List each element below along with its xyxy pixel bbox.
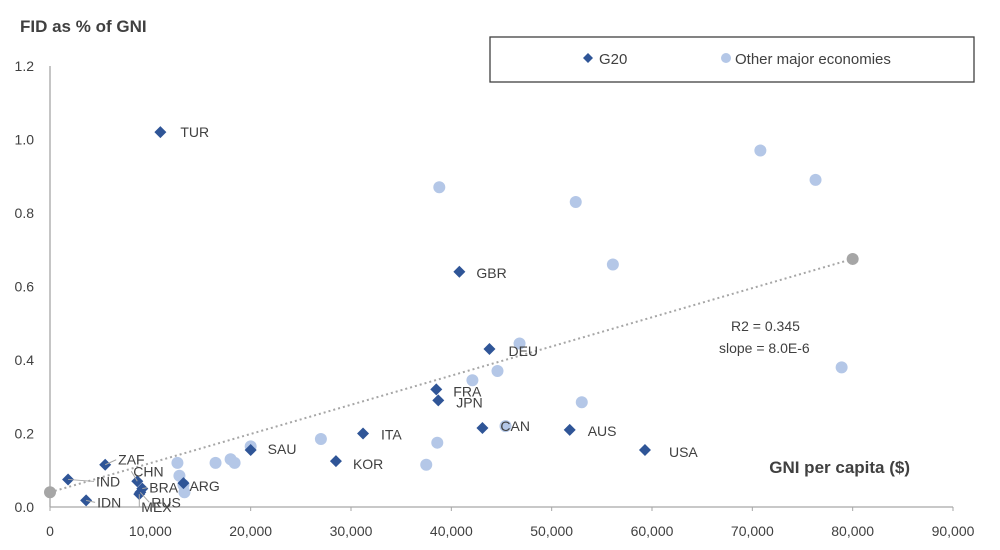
other-economy-point <box>606 258 619 271</box>
other-economy-point <box>754 144 767 157</box>
label-leader-line <box>130 471 138 482</box>
g20-point-label: TUR <box>180 124 209 140</box>
g20-point <box>430 383 443 396</box>
r2-annotation: R2 = 0.345 <box>731 318 800 334</box>
tick-labels: 0 10,000 20,000 30,000 40,000 50,000 60,000 70,… <box>15 58 975 539</box>
g20-point-label: IDN <box>97 494 121 510</box>
g20-point-label: CAN <box>500 418 530 434</box>
g20-point-label: RUS <box>151 494 181 510</box>
x-tick-label: 90,000 <box>932 523 975 539</box>
legend-other-marker <box>721 53 731 63</box>
g20-point-label: FRA <box>453 383 482 399</box>
label-leader-line <box>86 499 96 503</box>
y-tick-label: 1.0 <box>15 132 35 148</box>
x-tick-label: 70,000 <box>731 523 774 539</box>
g20-point-label: SAU <box>268 441 297 457</box>
g20-point-label: GBR <box>476 265 506 281</box>
g20-point-label: MEX <box>141 499 172 515</box>
g20-point-label: USA <box>669 444 698 460</box>
g20-point-label: ARG <box>189 478 219 494</box>
other-economy-point <box>835 361 848 374</box>
label-leader-line <box>139 491 150 503</box>
g20-point <box>432 394 445 407</box>
other-economy-point <box>513 337 526 350</box>
x-tick-label: 50,000 <box>530 523 573 539</box>
g20-point <box>563 423 576 436</box>
legend: G20 Other major economies <box>489 36 975 83</box>
data-points <box>62 126 848 507</box>
y-tick-label: 0.0 <box>15 499 35 515</box>
g20-point-label: BRA <box>149 480 178 496</box>
g20-point-label: AUS <box>588 423 617 439</box>
trendline-start-point <box>44 486 56 499</box>
label-leader-line <box>142 487 148 490</box>
x-tick-label: 30,000 <box>330 523 373 539</box>
y-tick-label: 1.2 <box>15 58 35 74</box>
x-tick-label: 10,000 <box>129 523 172 539</box>
g20-point-label: KOR <box>353 456 383 472</box>
g20-point <box>329 455 342 468</box>
other-economy-point <box>171 456 184 469</box>
y-tick-label: 0.6 <box>15 279 35 295</box>
legend-g20-marker <box>583 53 593 63</box>
slope-annotation: slope = 8.0E-6 <box>719 340 810 356</box>
x-tick-label: 40,000 <box>430 523 473 539</box>
g20-point <box>244 444 257 457</box>
legend-g20-label: G20 <box>599 51 627 68</box>
g20-point <box>357 427 370 440</box>
g20-point-label: JPN <box>456 394 482 410</box>
x-tick-label: 60,000 <box>631 523 674 539</box>
label-leader-line <box>68 478 95 482</box>
x-tick-label: 80,000 <box>831 523 874 539</box>
g20-point <box>638 444 651 457</box>
legend-box <box>489 36 975 83</box>
g20-point <box>476 421 489 434</box>
g20-point-label: DEU <box>508 343 538 359</box>
x-tick-label: 20,000 <box>229 523 272 539</box>
g20-point <box>483 342 496 355</box>
other-economy-point <box>569 195 582 208</box>
trendline <box>49 257 853 494</box>
other-economy-point <box>575 396 588 409</box>
other-economy-point <box>228 456 241 469</box>
other-economy-point <box>209 456 222 469</box>
y-axis-title: FID as % of GNI <box>20 17 147 36</box>
g20-point-label: ZAF <box>118 452 144 468</box>
x-axis-title: GNI per capita ($) <box>769 458 910 477</box>
y-tick-label: 0.4 <box>15 352 35 368</box>
y-tick-label: 0.2 <box>15 426 35 442</box>
axes <box>49 66 953 508</box>
other-economy-point <box>433 181 446 194</box>
other-economy-point <box>420 458 433 471</box>
g20-point <box>154 126 167 139</box>
g20-point-label: CHN <box>133 463 163 479</box>
y-tick-label: 0.8 <box>15 205 35 221</box>
other-economy-point <box>809 173 822 186</box>
g20-point <box>453 265 466 278</box>
other-economy-point <box>466 374 479 387</box>
other-economy-point <box>431 436 444 449</box>
trendline-end-point <box>846 252 859 265</box>
other-economy-point <box>499 420 512 433</box>
label-leader-line <box>104 459 117 466</box>
g20-point <box>177 477 190 490</box>
g20-point-label: ITA <box>381 427 402 443</box>
x-tick-label: 0 <box>46 523 54 539</box>
other-economy-point <box>491 365 504 378</box>
trendline-group <box>44 252 859 499</box>
legend-other-label: Other major economies <box>735 51 891 68</box>
g20-point-label: IND <box>96 473 120 489</box>
other-economy-point <box>314 433 327 446</box>
